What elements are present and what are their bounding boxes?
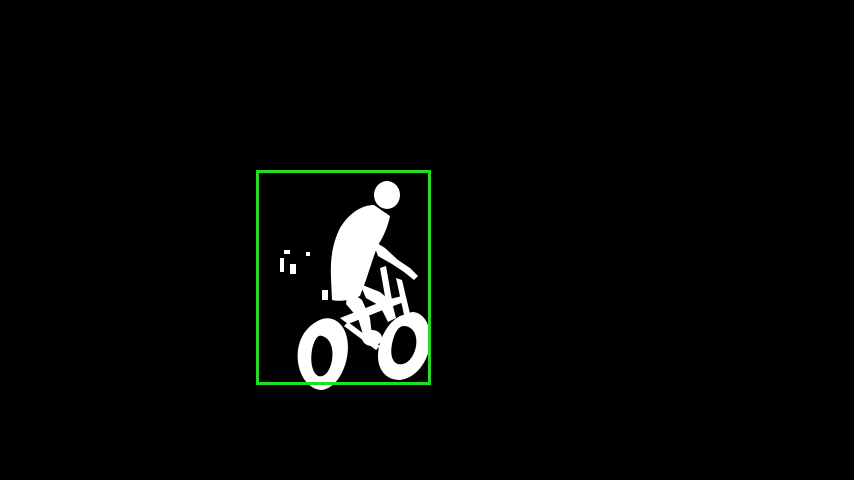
bike-frame bbox=[340, 296, 404, 324]
front-wheel bbox=[378, 312, 431, 380]
rider-leg-2 bbox=[360, 284, 396, 322]
mask-noise bbox=[280, 258, 284, 272]
mask-noise-3 bbox=[290, 264, 296, 274]
rider-head bbox=[374, 181, 400, 209]
pedal-area bbox=[362, 330, 382, 346]
mask-noise-2 bbox=[284, 250, 290, 254]
mask-noise-5 bbox=[306, 252, 310, 256]
bike-post bbox=[380, 266, 392, 302]
rear-wheel bbox=[297, 318, 348, 390]
mask-noise-4 bbox=[322, 290, 328, 300]
rider-torso bbox=[330, 205, 390, 301]
bike-fork bbox=[396, 278, 412, 324]
rider-arm bbox=[372, 240, 418, 280]
detection-bounding-box bbox=[256, 170, 431, 385]
